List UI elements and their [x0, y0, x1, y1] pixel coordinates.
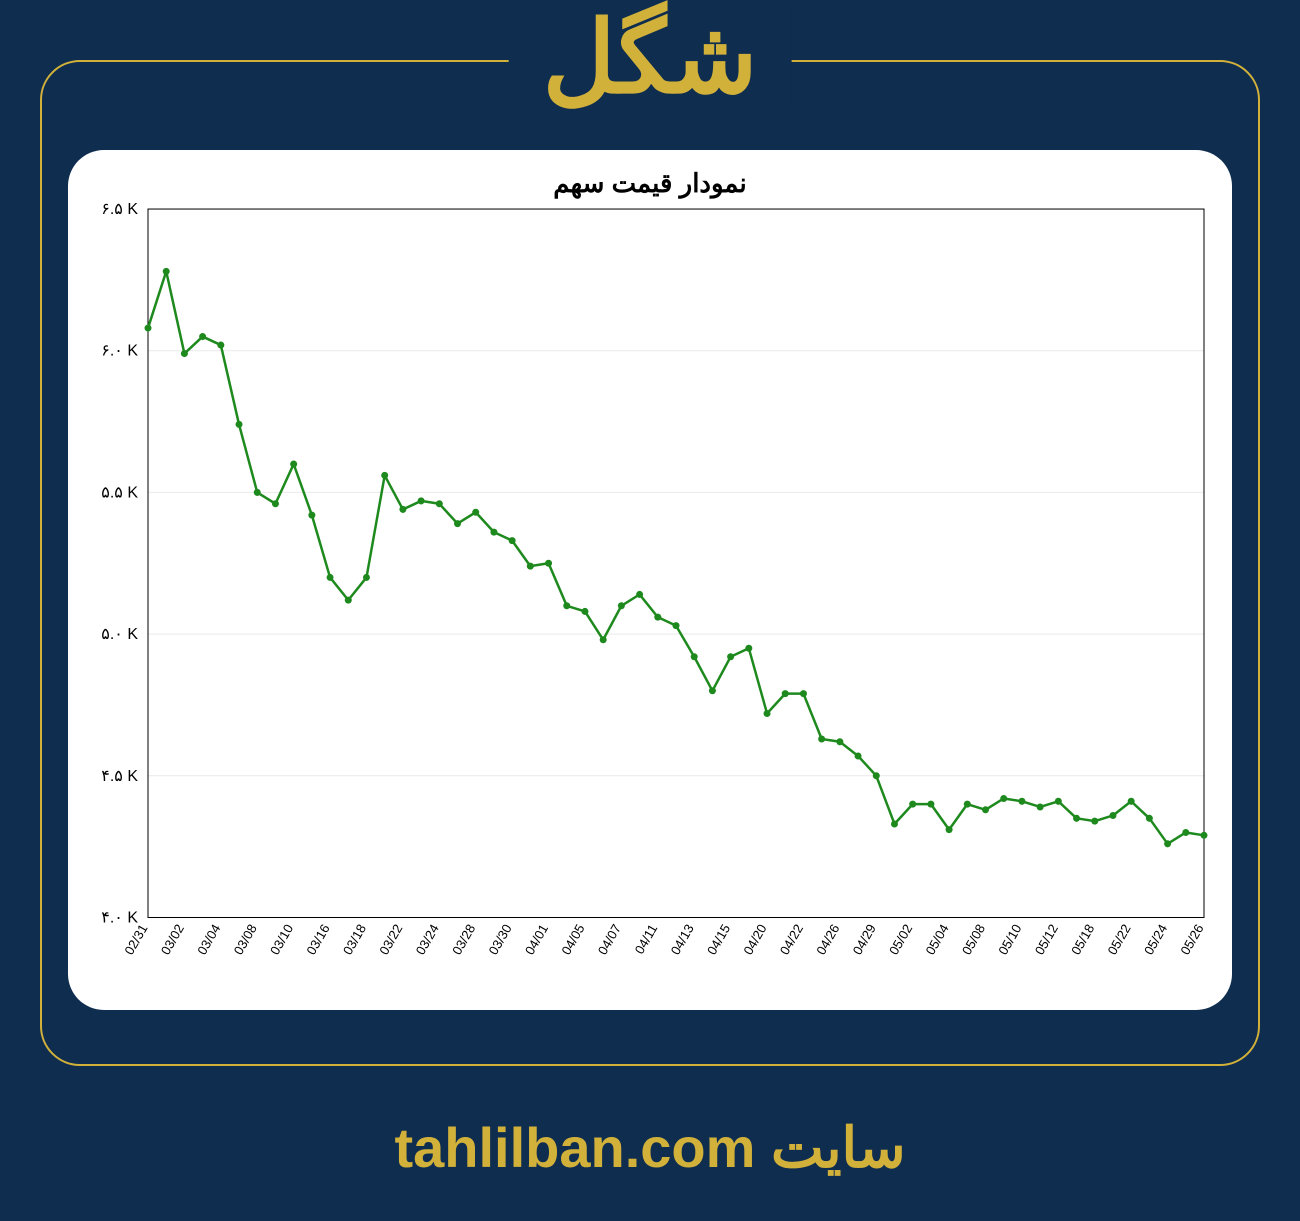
svg-text:04/01: 04/01	[522, 922, 551, 958]
footer: سایت tahlilban.com	[0, 1115, 1300, 1181]
svg-text:۵.۵ K: ۵.۵ K	[101, 483, 138, 501]
svg-text:03/02: 03/02	[158, 922, 187, 958]
svg-text:04/29: 04/29	[850, 922, 879, 958]
svg-text:05/12: 05/12	[1032, 922, 1061, 958]
chart-title: نمودار قیمت سهم	[86, 168, 1214, 199]
svg-text:۴.۵ K: ۴.۵ K	[101, 767, 138, 785]
svg-text:04/26: 04/26	[813, 922, 842, 958]
svg-text:03/16: 03/16	[303, 922, 332, 958]
svg-text:03/22: 03/22	[376, 922, 405, 958]
svg-text:05/18: 05/18	[1068, 922, 1097, 958]
svg-text:04/13: 04/13	[668, 922, 697, 958]
svg-text:۴.۰ K: ۴.۰ K	[101, 908, 138, 926]
svg-text:05/08: 05/08	[959, 922, 988, 958]
svg-text:04/05: 04/05	[558, 922, 587, 958]
svg-text:03/18: 03/18	[340, 922, 369, 958]
svg-text:05/04: 05/04	[922, 922, 951, 958]
svg-text:04/22: 04/22	[777, 922, 806, 958]
page-root: شگل نمودار قیمت سهم ۴.۰ K ۴.۵ K ۵.۰ K ۵.۵ K…	[0, 0, 1300, 1221]
svg-text:۶.۵ K: ۶.۵ K	[101, 203, 138, 218]
svg-text:03/10: 03/10	[267, 922, 296, 958]
svg-text:05/24: 05/24	[1141, 922, 1170, 958]
svg-text:۶.۰ K: ۶.۰ K	[101, 342, 138, 360]
chart-plot-area: ۴.۰ K ۴.۵ K ۵.۰ K ۵.۵ K ۶.۰ K ۶.۵ K 02/31 03/02…	[86, 203, 1214, 998]
footer-url: tahlilban.com	[394, 1116, 755, 1179]
svg-text:05/26: 05/26	[1177, 922, 1206, 958]
svg-text:04/15: 04/15	[704, 922, 733, 958]
svg-text:03/24: 03/24	[413, 922, 442, 958]
svg-text:03/08: 03/08	[231, 922, 260, 958]
svg-text:05/22: 05/22	[1105, 922, 1134, 958]
svg-text:۵.۰ K: ۵.۰ K	[101, 625, 138, 643]
svg-text:04/20: 04/20	[740, 922, 769, 958]
svg-text:04/07: 04/07	[595, 922, 624, 958]
chart-card: نمودار قیمت سهم ۴.۰ K ۴.۵ K ۵.۰ K ۵.۵ K ۶.۰ …	[68, 150, 1232, 1010]
svg-text:04/11: 04/11	[632, 922, 661, 957]
svg-text:05/02: 05/02	[886, 922, 915, 958]
svg-text:03/28: 03/28	[449, 922, 478, 958]
svg-text:03/30: 03/30	[486, 922, 515, 958]
svg-text:05/10: 05/10	[995, 922, 1024, 958]
price-line-chart: ۴.۰ K ۴.۵ K ۵.۰ K ۵.۵ K ۶.۰ K ۶.۵ K 02/31 03/02…	[86, 203, 1214, 998]
footer-label: سایت	[771, 1116, 906, 1179]
brand-title: شگل	[509, 8, 792, 108]
svg-text:02/31: 02/31	[121, 922, 150, 958]
svg-text:03/04: 03/04	[194, 922, 223, 958]
